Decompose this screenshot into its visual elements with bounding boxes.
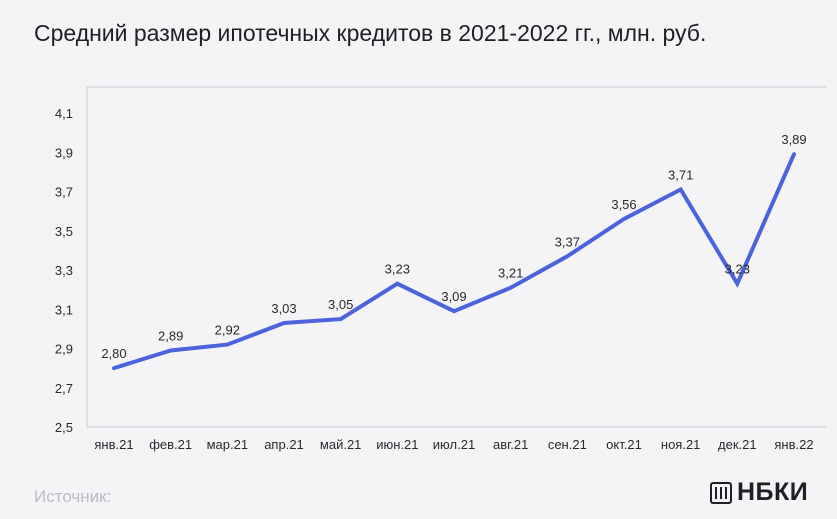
data-label: 3,89 — [781, 132, 806, 147]
y-tick-label: 2,9 — [55, 342, 73, 357]
data-label: 2,80 — [101, 346, 126, 361]
x-axis-ticks: янв.21 фев.21 мар.21 апр.21 май.21 июн.21 июл.… — [94, 437, 813, 452]
y-tick-label: 3,5 — [55, 224, 73, 239]
y-tick-label: 4,1 — [55, 106, 73, 121]
y-tick-label: 3,3 — [55, 263, 73, 278]
x-tick-label: июн.21 — [376, 437, 418, 452]
y-axis-ticks: 2,5 2,7 2,9 3,1 3,3 3,5 3,7 3,9 4,1 — [55, 106, 73, 435]
data-label: 2,92 — [215, 323, 240, 338]
x-tick-label: ноя.21 — [661, 437, 701, 452]
y-tick-label: 2,7 — [55, 381, 73, 396]
x-tick-label: июл.21 — [433, 437, 475, 452]
x-tick-label: окт.21 — [606, 437, 642, 452]
data-label: 3,23 — [725, 262, 750, 277]
data-label: 3,05 — [328, 297, 353, 312]
chart-title: Средний размер ипотечных кредитов в 2021… — [34, 20, 707, 46]
data-label: 3,56 — [611, 197, 636, 212]
data-label: 2,89 — [158, 328, 183, 343]
data-label: 3,03 — [271, 301, 296, 316]
source-label: Источник: — [34, 487, 112, 506]
x-tick-label: сен.21 — [548, 437, 587, 452]
data-labels: 2,80 2,89 2,92 3,03 3,05 3,23 3,09 3,21 3,37 3,56… — [101, 132, 806, 361]
y-tick-label: 3,7 — [55, 185, 73, 200]
series-line — [112, 152, 796, 371]
data-label: 3,71 — [668, 168, 693, 183]
x-tick-label: фев.21 — [149, 437, 192, 452]
x-tick-label: мар.21 — [207, 437, 248, 452]
data-label: 3,37 — [555, 234, 580, 249]
x-tick-label: дек.21 — [718, 437, 757, 452]
chart-axes — [86, 86, 827, 428]
x-tick-label: авг.21 — [493, 437, 528, 452]
y-tick-label: 2,5 — [55, 420, 73, 435]
data-label: 3,21 — [498, 266, 523, 281]
series — [112, 152, 796, 371]
x-tick-label: янв.21 — [94, 437, 133, 452]
y-tick-label: 3,9 — [55, 145, 73, 160]
data-label: 3,23 — [385, 262, 410, 277]
x-tick-label: апр.21 — [264, 437, 304, 452]
x-tick-label: май.21 — [320, 437, 362, 452]
logo-icon — [710, 481, 732, 504]
nbki-logo: НБКИ — [710, 478, 808, 507]
y-tick-label: 3,1 — [55, 302, 73, 317]
logo-text: НБКИ — [737, 478, 809, 506]
data-label: 3,09 — [441, 289, 466, 304]
x-tick-label: янв.22 — [774, 437, 813, 452]
